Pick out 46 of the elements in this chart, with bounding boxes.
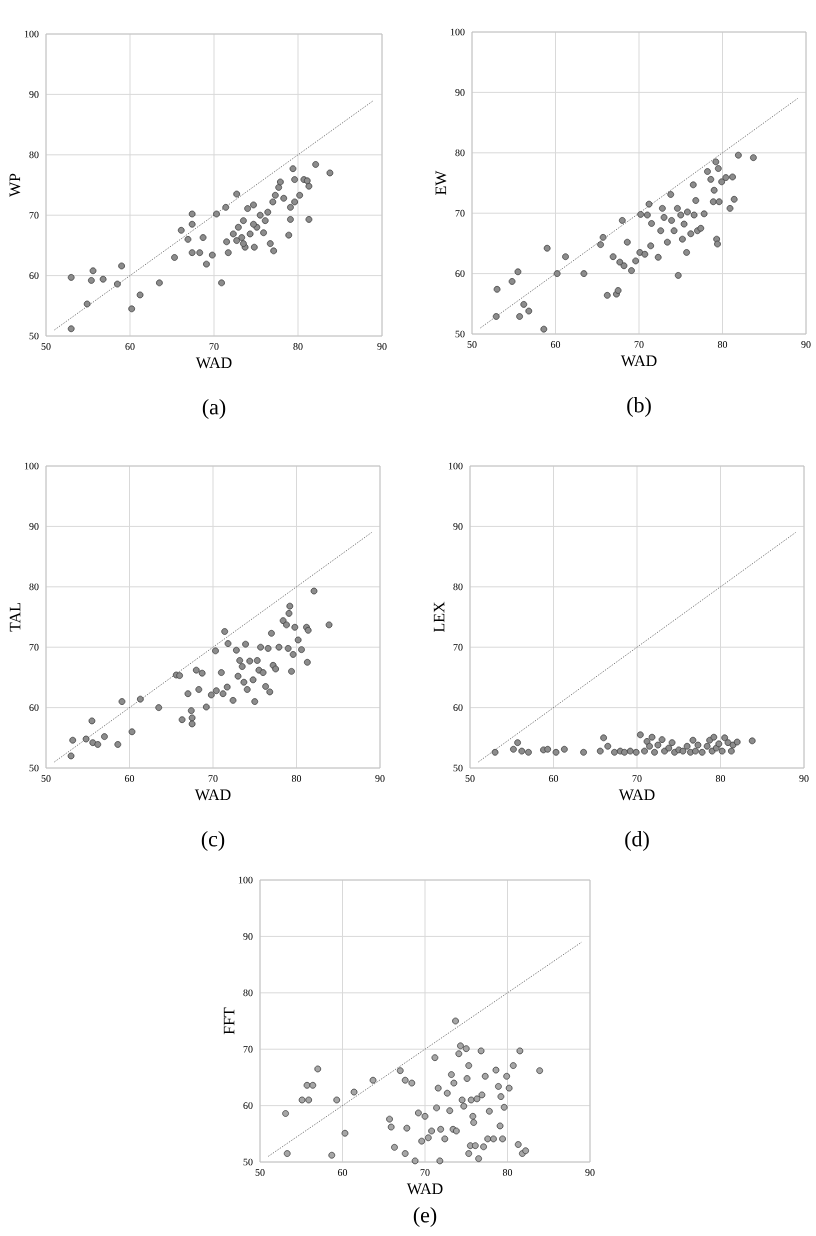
- point: [724, 739, 732, 747]
- point: [580, 748, 587, 756]
- point: [611, 748, 618, 756]
- point: [692, 747, 699, 755]
- point: [510, 745, 517, 753]
- point: [626, 747, 634, 755]
- point: [514, 739, 521, 747]
- point: [668, 739, 676, 747]
- point: [665, 744, 673, 752]
- point: [703, 742, 711, 750]
- point: [733, 738, 741, 746]
- point: [560, 745, 568, 753]
- text: (d): [625, 831, 649, 851]
- text: (c): [201, 831, 225, 851]
- point: [518, 747, 526, 755]
- point: [632, 748, 640, 756]
- point: [621, 748, 628, 756]
- text: (b): [627, 397, 651, 417]
- point: [641, 747, 648, 755]
- point: [683, 742, 691, 750]
- point: [721, 734, 729, 742]
- point: [643, 738, 651, 745]
- point: [491, 748, 499, 756]
- point: [604, 742, 612, 750]
- point: [687, 748, 694, 756]
- point: [718, 747, 726, 755]
- point: [748, 737, 756, 745]
- point: [727, 747, 735, 755]
- point: [648, 733, 656, 741]
- point: [636, 731, 644, 739]
- point: [698, 748, 706, 756]
- point: [525, 748, 532, 756]
- point: [600, 734, 607, 742]
- point: [658, 736, 666, 744]
- point: [689, 736, 697, 744]
- point: [694, 741, 702, 749]
- point: [710, 733, 718, 741]
- point: [596, 747, 604, 755]
- point: [646, 742, 653, 750]
- point: [715, 740, 723, 748]
- point: [552, 748, 560, 756]
- point: [651, 748, 658, 756]
- text: (a): [202, 399, 226, 419]
- text: (e): [413, 1207, 437, 1227]
- point: [544, 745, 552, 753]
- point: [654, 741, 662, 749]
